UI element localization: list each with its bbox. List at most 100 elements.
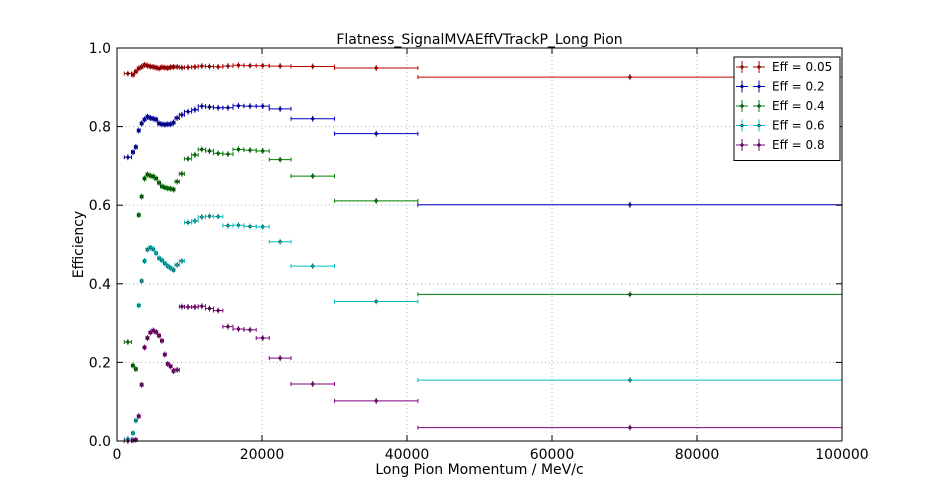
chart-title: Flatness_SignalMVAEffVTrackP_Long Pion [336,32,622,48]
data-point [131,363,135,368]
data-point [207,105,212,109]
data-point [261,225,265,229]
data-point [186,110,190,114]
data-point [134,367,138,371]
data-point [236,327,241,331]
data-point [374,399,378,403]
data-point [193,108,197,112]
data-point [142,117,147,122]
legend-marker-dot [740,143,744,147]
data-point [131,431,135,435]
legend-label: Eff = 0.05 [772,60,832,74]
legend-marker-dot [740,104,744,108]
data-point [157,334,161,338]
data-point [278,107,282,111]
data-point [374,199,378,203]
data-point [278,240,282,244]
data-point [311,117,315,121]
data-point [180,113,184,117]
data-point [628,75,632,79]
x-tick-label: 100000 [815,447,868,463]
data-point [171,268,176,272]
legend-marker-dot [757,123,761,128]
plot-frame [116,47,843,442]
data-point [207,306,212,311]
data-point [216,65,220,69]
y-tick-label: 1.0 [89,41,111,57]
y-tick-label: 0.0 [89,434,111,450]
data-point [261,336,265,340]
data-point [374,132,378,136]
data-point [180,172,184,176]
data-point [248,64,252,68]
legend-marker-dot [740,65,744,69]
series-layer [123,61,843,444]
data-point [137,213,141,217]
legend-entry: Eff = 0.6 [736,119,825,133]
data-point [134,418,138,423]
data-point [186,65,190,69]
data-point [140,121,144,126]
y-tick-label: 0.8 [89,120,111,136]
ticks: 0 20000 40000 60000 80000 100000 0.0 0.2 0.4 0.6 0… [89,41,869,463]
legend-marker-dot [740,123,744,128]
legend-box [733,56,841,161]
series-2 [123,102,843,208]
data-point [142,176,147,181]
data-point [216,308,220,313]
data-point [134,145,138,149]
legend-marker-dot [740,84,744,89]
legend-entry: Eff = 0.2 [736,80,825,94]
data-point [171,121,176,125]
data-point [175,65,179,69]
data-point [137,303,141,308]
legend: Eff = 0.05 Eff = 0.2 Eff = 0.4 Eff = 0.6 Eff… [733,56,841,161]
data-point [248,224,252,229]
data-point [126,155,130,159]
data-point [154,117,158,122]
data-point [134,69,138,74]
legend-label: Eff = 0.6 [772,119,825,133]
data-point [311,174,315,178]
data-point [236,63,241,67]
data-point [236,223,241,227]
data-point [160,339,164,343]
data-point [186,220,190,225]
legend-entry: Eff = 0.4 [736,99,825,113]
data-point [154,251,158,255]
data-point [374,66,378,70]
legend-marker-dot [757,65,761,69]
data-point [248,148,252,152]
data-point [180,259,184,263]
data-point [154,330,158,334]
data-point [186,305,190,309]
data-point [628,378,632,382]
x-tick-label: 60000 [530,447,575,463]
data-point [175,368,179,372]
data-point [160,258,164,262]
y-tick-label: 0.2 [89,355,111,371]
data-point [278,157,282,162]
data-point [126,340,130,344]
x-tick-label: 40000 [385,447,430,463]
data-point [142,345,147,350]
x-tick-label: 0 [113,447,122,463]
data-point [131,150,135,154]
legend-marker-dot [757,104,761,108]
data-point [236,147,241,152]
data-point [216,151,220,155]
data-point [236,104,241,108]
data-point [200,215,204,219]
x-tick-label: 80000 [675,447,720,463]
data-point [226,324,230,329]
data-point [261,104,265,108]
data-point [278,356,282,360]
data-point [163,352,167,357]
data-point [311,64,315,69]
data-point [137,128,141,133]
data-point [186,157,190,161]
legend-entry: Eff = 0.05 [736,60,832,74]
data-point [226,106,230,110]
data-point [193,153,197,157]
series-3 [123,146,843,373]
